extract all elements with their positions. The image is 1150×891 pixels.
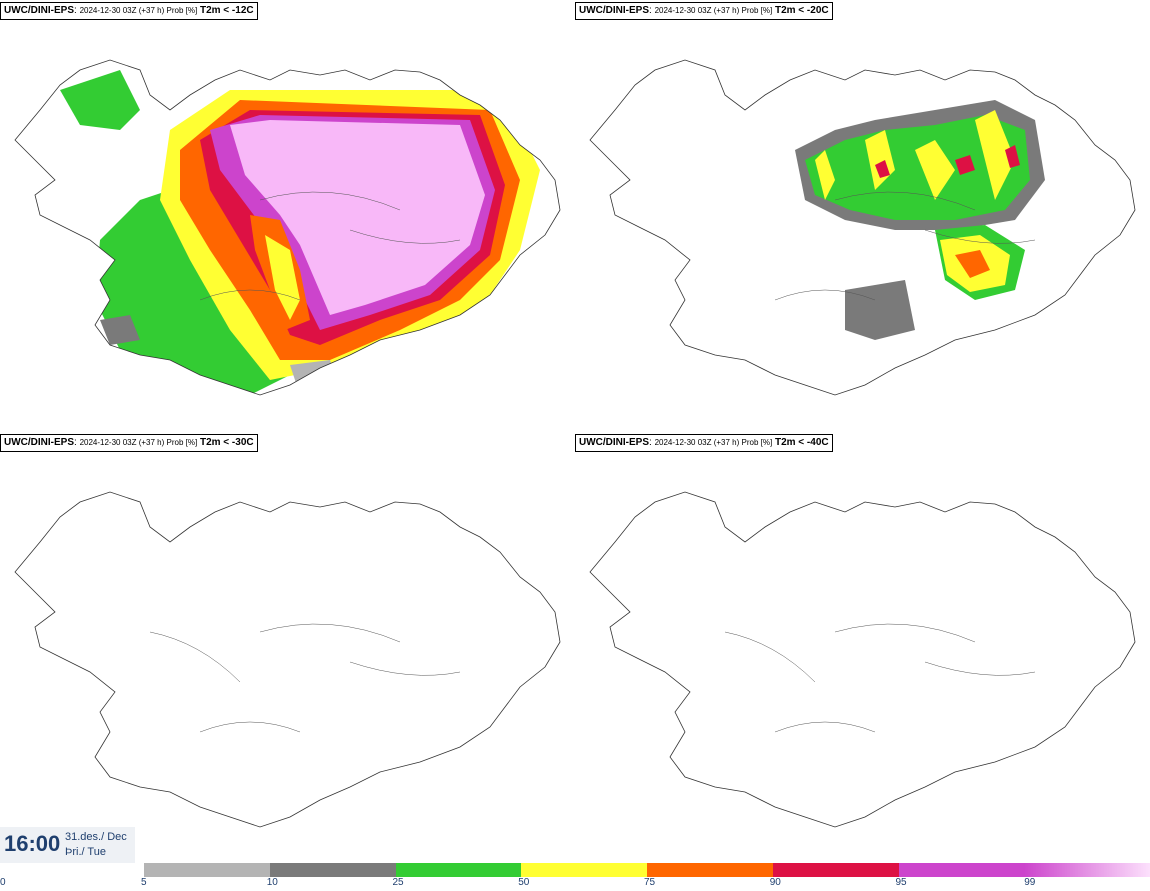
colorbar-segment xyxy=(395,863,522,877)
map-panel-minus12: UWC/DINI-EPS: 2024-12-30 03Z (+37 h) Pro… xyxy=(0,0,575,432)
iceland-map xyxy=(14,59,561,396)
colorbar-tick-label: 90 xyxy=(769,877,781,888)
panel-label: UWC/DINI-EPS: 2024-12-30 03Z (+37 h) Pro… xyxy=(0,434,258,452)
colorbar-tick-label: 5 xyxy=(141,877,147,888)
colorbar-segment xyxy=(647,863,773,877)
colorbar-segment xyxy=(1024,863,1150,877)
map-panel-minus40: UWC/DINI-EPS: 2024-12-30 03Z (+37 h) Pro… xyxy=(575,432,1150,864)
valid-date: 31.des./ Dec Þri./ Tue xyxy=(65,830,127,860)
colorbar-segment xyxy=(269,863,396,877)
iceland-map xyxy=(589,59,1136,396)
colorbar-tick-label: 0 xyxy=(0,877,6,888)
panel-label: UWC/DINI-EPS: 2024-12-30 03Z (+37 h) Pro… xyxy=(0,2,258,20)
valid-time-box: 16:00 31.des./ Dec Þri./ Tue xyxy=(0,827,135,863)
probability-colorbar xyxy=(144,863,1150,877)
colorbar-segment xyxy=(521,863,648,877)
colorbar-tick-label: 99 xyxy=(1024,877,1036,888)
iceland-map xyxy=(589,491,1136,828)
iceland-map xyxy=(14,491,561,828)
map-panel-minus30: UWC/DINI-EPS: 2024-12-30 03Z (+37 h) Pro… xyxy=(0,432,575,864)
colorbar-tick-label: 95 xyxy=(895,877,907,888)
colorbar-segment xyxy=(772,863,899,877)
panel-label: UWC/DINI-EPS: 2024-12-30 03Z (+37 h) Pro… xyxy=(575,434,833,452)
colorbar-tick-label: 75 xyxy=(644,877,656,888)
valid-date-line: 31.des./ Dec xyxy=(65,831,127,843)
colorbar-tick-label: 25 xyxy=(392,877,404,888)
panel-label: UWC/DINI-EPS: 2024-12-30 03Z (+37 h) Pro… xyxy=(575,2,833,20)
map-panel-minus20: UWC/DINI-EPS: 2024-12-30 03Z (+37 h) Pro… xyxy=(575,0,1150,432)
colorbar-tick-label: 50 xyxy=(518,877,530,888)
colorbar-segment xyxy=(898,863,1025,877)
valid-hour: 16:00 xyxy=(4,831,61,856)
colorbar-tick-label: 10 xyxy=(266,877,278,888)
colorbar-segment xyxy=(144,863,270,877)
valid-weekday-line: Þri./ Tue xyxy=(65,846,106,858)
